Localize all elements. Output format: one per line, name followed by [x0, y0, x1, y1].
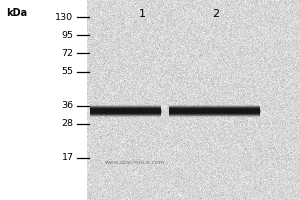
Text: www.abscierice.com: www.abscierice.com — [105, 160, 165, 165]
Text: 72: 72 — [61, 48, 74, 58]
Text: 17: 17 — [61, 154, 74, 162]
Text: 36: 36 — [61, 102, 74, 110]
Text: 95: 95 — [61, 30, 74, 40]
Text: 55: 55 — [61, 68, 74, 76]
Text: 1: 1 — [139, 9, 146, 19]
Text: 28: 28 — [61, 119, 74, 129]
Text: 2: 2 — [212, 9, 220, 19]
Text: kDa: kDa — [6, 8, 27, 18]
Text: 130: 130 — [56, 12, 74, 21]
